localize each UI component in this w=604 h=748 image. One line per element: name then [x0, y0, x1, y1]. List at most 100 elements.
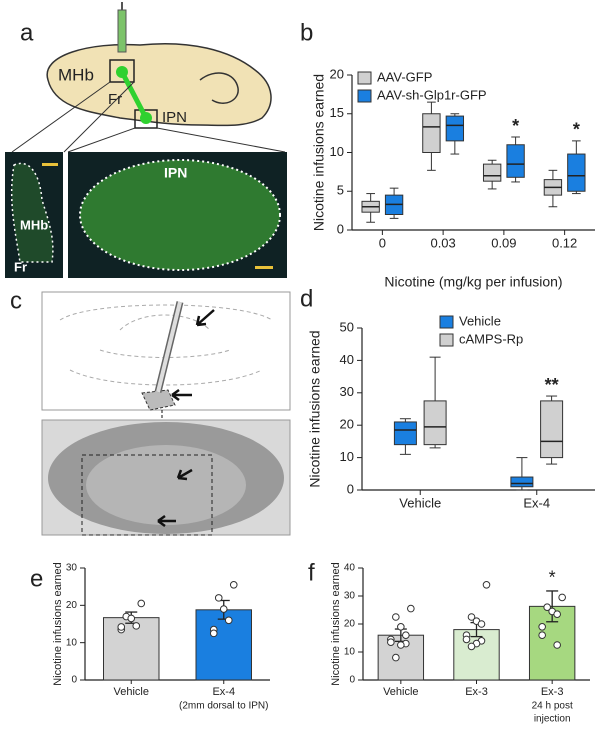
data-point: [397, 623, 405, 631]
y-axis-label: Nicotine infusions earned: [330, 562, 342, 686]
region-label: Fr: [108, 91, 122, 108]
y-tick-label: 15: [330, 105, 344, 120]
x-tick-label: Vehicle: [383, 686, 418, 698]
x-tick-sublabel: 24 h post: [532, 701, 573, 712]
y-tick-label: 20: [340, 417, 354, 432]
legend-label: AAV-sh-Glp1r-GFP: [377, 87, 487, 102]
y-tick-label: 0: [337, 221, 344, 236]
box: [445, 115, 465, 142]
y-tick-label: 50: [340, 319, 354, 334]
brain-schematic: MHb Fr IPN: [11, 2, 286, 153]
data-point: [397, 641, 405, 649]
legend-swatch: [357, 89, 372, 103]
bar: [103, 617, 160, 681]
y-tick-label: 10: [66, 637, 78, 648]
x-tick-sublabel: injection: [534, 714, 571, 725]
data-point: [543, 603, 551, 612]
data-point: [467, 613, 476, 621]
microscopy: MHb Fr IPN: [5, 152, 287, 278]
y-tick-label: 10: [340, 449, 354, 464]
legend-swatch: [439, 333, 454, 347]
box: [423, 400, 447, 446]
y-axis-label: Nicotine infusions earned: [307, 330, 323, 487]
x-tick-sublabel: (2mm dorsal to IPN): [179, 701, 268, 712]
box: [510, 476, 534, 488]
data-point: [127, 614, 136, 623]
y-tick-label: 20: [344, 619, 356, 630]
x-tick-label: Vehicle: [114, 686, 149, 698]
data-point: [219, 605, 228, 613]
panel-label: a: [20, 19, 34, 46]
data-point: [229, 581, 238, 589]
annotation: *: [512, 116, 519, 136]
data-point: [467, 642, 476, 651]
panel-label: d: [300, 285, 313, 312]
y-tick-label: 30: [340, 384, 354, 399]
y-axis-label: Nicotine infusions earned: [311, 74, 327, 231]
box: [506, 144, 525, 178]
data-point: [407, 604, 415, 613]
y-tick-label: 20: [66, 600, 78, 611]
data-point: [137, 599, 146, 608]
data-point: [558, 593, 566, 602]
image-label: Fr: [14, 259, 27, 274]
y-tick-label: 30: [66, 563, 78, 574]
legend-label: Vehicle: [459, 313, 501, 328]
data-point: [538, 623, 546, 631]
region-label: IPN: [162, 109, 187, 126]
data-point: [402, 631, 410, 640]
x-tick-label: Vehicle: [399, 495, 441, 510]
panel-label: b: [300, 19, 313, 46]
legend-label: AAV-GFP: [377, 69, 432, 84]
x-tick-label: 0.09: [491, 235, 516, 250]
region-label: MHb: [58, 65, 94, 84]
x-tick-label: Ex-3: [465, 686, 488, 698]
x-axis-label: Nicotine (mg/kg per infusion): [384, 274, 562, 290]
y-tick-label: 30: [344, 591, 356, 602]
data-point: [117, 623, 126, 631]
y-tick-label: 0: [71, 675, 77, 686]
panel-label: c: [10, 287, 22, 314]
legend-label: cAMPS-Rp: [459, 331, 523, 346]
data-point: [214, 594, 223, 602]
legend-swatch: [439, 315, 454, 329]
box: [422, 113, 441, 153]
y-tick-label: 40: [344, 563, 356, 574]
box: [482, 163, 502, 182]
y-tick-label: 0: [347, 481, 354, 496]
data-point: [392, 653, 400, 662]
image-label: IPN: [164, 165, 187, 181]
data-point: [224, 616, 233, 625]
panel-label: e: [30, 565, 43, 592]
data-point: [553, 641, 561, 649]
data-point: [132, 622, 141, 630]
x-tick-label: 0.03: [430, 235, 455, 250]
x-tick-label: 0.12: [552, 235, 577, 250]
data-point: [553, 610, 561, 619]
y-tick-label: 0: [349, 675, 355, 686]
box: [540, 400, 564, 459]
box: [393, 421, 417, 446]
annotation: **: [545, 375, 559, 395]
bar: [195, 609, 252, 681]
data-point: [462, 635, 471, 644]
annotation: *: [573, 120, 580, 140]
y-axis-label: Nicotine infusions earned: [52, 562, 64, 686]
y-tick-label: 40: [340, 352, 354, 367]
data-point: [482, 581, 491, 589]
data-point: [209, 629, 218, 638]
y-tick-label: 10: [330, 144, 344, 159]
y-tick-label: 10: [344, 647, 356, 658]
x-tick-label: 0: [379, 235, 386, 250]
image-label: MHb: [20, 217, 48, 232]
x-tick-label: Ex-3: [541, 686, 564, 698]
panel-label: f: [308, 559, 315, 586]
data-point: [538, 631, 546, 640]
data-point: [477, 620, 486, 628]
x-tick-label: Ex-4: [523, 495, 550, 510]
data-point: [387, 638, 395, 647]
legend-swatch: [357, 71, 372, 85]
atlas-section: [41, 291, 291, 536]
annotation: *: [549, 568, 556, 588]
